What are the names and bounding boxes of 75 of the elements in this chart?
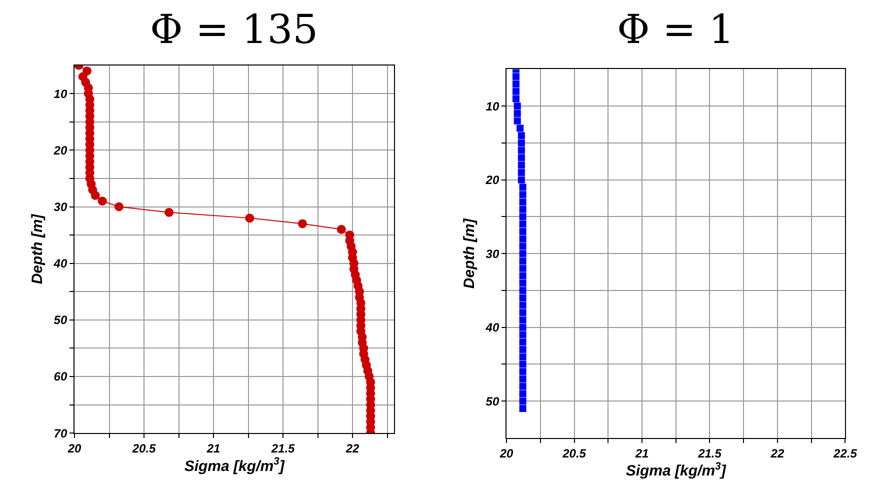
point [519, 331, 526, 338]
x-tick-label: 22 [770, 446, 784, 460]
point [514, 110, 521, 117]
point [512, 80, 520, 88]
point [518, 146, 525, 154]
point [519, 228, 526, 235]
point [519, 242, 526, 250]
y-tick-label: 40 [484, 320, 500, 335]
point [512, 88, 520, 95]
x-tick-label: 20 [66, 441, 82, 456]
x-tick-label: 21.5 [270, 441, 296, 456]
y-tick-label: 30 [54, 200, 68, 214]
point [519, 184, 526, 191]
chart-title: Φ = 135 [150, 7, 318, 53]
point [519, 235, 526, 242]
point [519, 404, 526, 412]
x-axis-title: Sigma [kg/m$^{3}$] [626, 460, 727, 480]
x-tick-label: 21 [634, 446, 649, 460]
point [519, 360, 526, 368]
y-tick-label: 30 [486, 246, 500, 261]
point [514, 102, 521, 110]
point [519, 191, 526, 198]
x-tick-label: 20 [498, 446, 514, 460]
point [519, 390, 526, 398]
x-axis-title: Sigma [kg/m$^{3}$] [184, 455, 286, 475]
point [519, 398, 526, 405]
point [519, 272, 526, 280]
point [519, 250, 526, 258]
y-tick-label: 20 [484, 173, 500, 188]
point [514, 117, 521, 124]
point [519, 368, 526, 376]
y-axis-title: Depth [m] [29, 213, 46, 284]
y-tick-label: 10 [54, 86, 68, 101]
point [519, 213, 526, 220]
x-tick-label: 22.5 [832, 446, 858, 460]
point [519, 375, 526, 382]
y-tick-label: 10 [486, 99, 500, 114]
point [516, 124, 524, 132]
point [519, 382, 526, 390]
point [518, 162, 525, 169]
point [519, 309, 526, 316]
y-tick-label: 50 [54, 313, 68, 328]
x-tick-label: 21.5 [697, 446, 722, 460]
x-tick-label: 20.5 [562, 446, 586, 460]
y-tick-label: 40 [52, 256, 68, 271]
point [519, 220, 526, 228]
y-tick-label: 50 [486, 394, 500, 408]
point [519, 324, 526, 331]
point [519, 353, 526, 360]
point [519, 302, 526, 309]
point [512, 95, 520, 102]
y-tick-label: 20 [52, 143, 68, 158]
point [512, 73, 520, 80]
chart-title: Φ = 1 [617, 7, 734, 53]
x-tick-label: 21 [206, 441, 221, 456]
point [519, 264, 526, 272]
y-tick-label: 70 [54, 426, 68, 440]
point [519, 316, 526, 324]
point [519, 286, 526, 294]
point [519, 198, 526, 206]
y-tick-label: 60 [54, 370, 68, 384]
point [518, 176, 525, 184]
x-tick-label: 20.5 [131, 441, 156, 456]
point [518, 139, 525, 146]
point [518, 154, 525, 162]
point [519, 206, 526, 213]
point [519, 280, 526, 287]
point [519, 338, 526, 346]
point [519, 257, 526, 264]
point [518, 132, 525, 140]
point [518, 168, 525, 176]
x-tick-label: 22 [344, 441, 360, 456]
point [519, 346, 526, 353]
y-axis-title: Depth [m] [461, 218, 478, 289]
point [519, 294, 526, 302]
